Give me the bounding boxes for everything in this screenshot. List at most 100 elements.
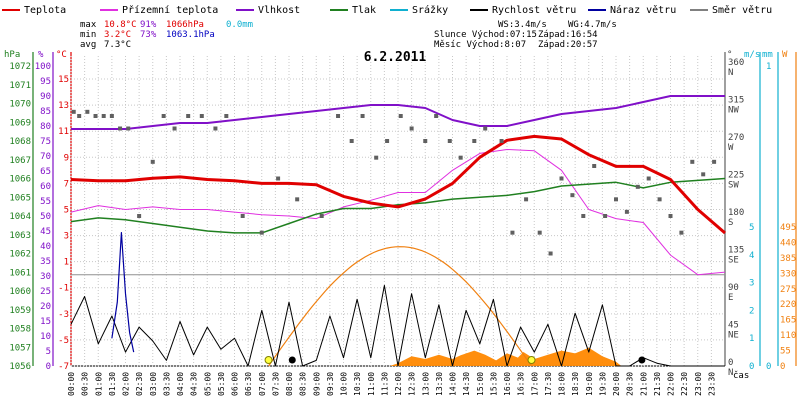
unit-ms: m/s bbox=[744, 50, 760, 60]
tick-label-ms: 0 bbox=[749, 362, 754, 372]
tick-label-hpa: 1056 bbox=[9, 362, 31, 372]
tick-label-deg: 90 bbox=[728, 283, 739, 293]
wind-direction-point bbox=[409, 126, 414, 131]
x-tick-label: 19:30 bbox=[598, 372, 607, 396]
tick-label-w: 440 bbox=[780, 238, 796, 248]
wind-info: WS:3.4m/s WG:4.7m/s Slunce Východ:07:15 … bbox=[434, 20, 617, 50]
wind-direction-point bbox=[150, 159, 155, 164]
x-tick-label: 06:00 bbox=[231, 372, 240, 396]
wind-direction-point bbox=[646, 176, 651, 181]
tick-label-hpa: 1066 bbox=[9, 175, 31, 185]
x-tick-label: 22:30 bbox=[680, 372, 689, 396]
tick-label-w: 275 bbox=[780, 285, 796, 295]
plot-area bbox=[70, 95, 726, 367]
tick-label-w: 220 bbox=[780, 300, 796, 310]
sunset-marker bbox=[527, 356, 536, 364]
tick-label-mm: 0 bbox=[766, 362, 771, 372]
tick-label-hpa: 1060 bbox=[9, 287, 31, 297]
tick-label-degc: 3 bbox=[64, 232, 69, 242]
tick-label-ms: 1 bbox=[749, 334, 754, 344]
tick-label-degc: 15 bbox=[58, 75, 69, 85]
series-humidity-line bbox=[71, 95, 725, 130]
series-wind-gust-line bbox=[111, 232, 135, 353]
tick-label-compass: NW bbox=[728, 106, 739, 116]
tick-label-degc: 9 bbox=[64, 153, 69, 163]
x-tick-label: 07:30 bbox=[271, 372, 280, 396]
wind-direction-point bbox=[603, 214, 608, 218]
x-tick-label: 14:30 bbox=[462, 372, 471, 396]
tick-label-hpa: 1068 bbox=[9, 137, 31, 147]
tick-label-pct: 65 bbox=[40, 167, 51, 177]
wind-direction-point bbox=[93, 114, 98, 118]
wind-direction-point bbox=[71, 109, 76, 114]
wind-direction-point bbox=[199, 114, 204, 118]
tick-label-pct: 25 bbox=[40, 287, 51, 297]
wind-direction-point bbox=[85, 109, 90, 114]
wind-ws: WS:3.4m/s bbox=[498, 20, 547, 30]
tick-label-compass: N bbox=[728, 68, 733, 78]
stat-avg-temp: 7.3°C bbox=[104, 40, 131, 50]
tick-label-ms: 4 bbox=[749, 251, 754, 261]
wind-direction-point bbox=[614, 197, 618, 202]
moon-set: Západ:20:57 bbox=[538, 40, 598, 50]
x-tick-label: 13:00 bbox=[421, 372, 430, 396]
wind-direction-point bbox=[472, 139, 477, 143]
wind-direction-point bbox=[499, 139, 504, 143]
x-tick-label: 11:00 bbox=[367, 372, 376, 396]
tick-label-compass: W bbox=[728, 143, 734, 153]
wind-direction-point bbox=[581, 214, 586, 218]
legend-label-naraz: Náraz větru bbox=[610, 4, 676, 16]
stat-min-temp: 3.2°C bbox=[104, 30, 131, 40]
unit-degc: °C bbox=[56, 50, 67, 60]
x-tick-label: 22:00 bbox=[667, 372, 676, 396]
stat-max-temp: 10.8°C bbox=[104, 20, 137, 30]
series-sun-arc bbox=[268, 246, 532, 367]
date-title: 6.2.2011 bbox=[364, 50, 427, 65]
wind-direction-point bbox=[186, 114, 191, 118]
tick-label-hpa: 1061 bbox=[9, 268, 31, 278]
wind-direction-point bbox=[126, 126, 131, 131]
tick-label-compass: N bbox=[728, 368, 733, 378]
x-tick-label: 08:30 bbox=[299, 372, 308, 396]
tick-label-deg: 45 bbox=[728, 321, 739, 331]
x-tick-label: 20:00 bbox=[612, 372, 621, 396]
sun-set: Západ:16:54 bbox=[538, 30, 598, 40]
stats-block: max 10.8°C 91% 1066hPa 0.0mm min 3.2°C 7… bbox=[80, 20, 253, 50]
tick-label-compass: SW bbox=[728, 181, 739, 191]
wind-direction-point bbox=[161, 114, 166, 118]
x-tick-label: 05:00 bbox=[203, 372, 212, 396]
x-tick-label: 19:00 bbox=[585, 372, 594, 396]
x-tick-label: 17:30 bbox=[544, 372, 553, 396]
legend-label-smer: Směr větru bbox=[712, 4, 772, 16]
legend-label-rychlost: Rychlost větru bbox=[492, 4, 576, 16]
axis-ticks: 1056105710581059106010611062106310641065… bbox=[9, 58, 796, 378]
tick-label-hpa: 1065 bbox=[9, 193, 31, 203]
tick-label-w: 495 bbox=[780, 223, 796, 233]
tick-label-pct: 0 bbox=[46, 362, 51, 372]
tick-label-w: 55 bbox=[780, 347, 791, 357]
wind-direction-point bbox=[276, 176, 281, 181]
tick-label-degc: 1 bbox=[64, 258, 69, 268]
moonset-marker bbox=[638, 356, 646, 364]
axis-units: hPa % °C ° m/s mm W čas bbox=[4, 50, 788, 381]
wind-wg: WG:4.7m/s bbox=[568, 20, 617, 30]
wind-direction-point bbox=[624, 209, 629, 214]
x-tick-label: 17:00 bbox=[530, 372, 539, 396]
x-tick-label: 20:30 bbox=[626, 372, 635, 396]
x-tick-label: 04:30 bbox=[190, 372, 199, 396]
tick-label-deg: 270 bbox=[728, 133, 744, 143]
tick-label-compass: NE bbox=[728, 331, 739, 341]
tick-label-degc: -5 bbox=[58, 336, 69, 346]
tick-label-w: 0 bbox=[780, 362, 785, 372]
unit-cas: čas bbox=[733, 370, 749, 381]
x-tick-label: 07:00 bbox=[258, 372, 267, 396]
x-tick-label: 16:30 bbox=[517, 372, 526, 396]
sunrise-marker bbox=[264, 356, 273, 364]
x-tick-label: 10:00 bbox=[340, 372, 349, 396]
wind-direction-point bbox=[458, 155, 463, 160]
wind-direction-point bbox=[224, 114, 229, 118]
series-pressure-line bbox=[70, 177, 726, 234]
x-tick-label: 08:00 bbox=[285, 372, 294, 396]
wind-direction-point bbox=[101, 114, 106, 118]
